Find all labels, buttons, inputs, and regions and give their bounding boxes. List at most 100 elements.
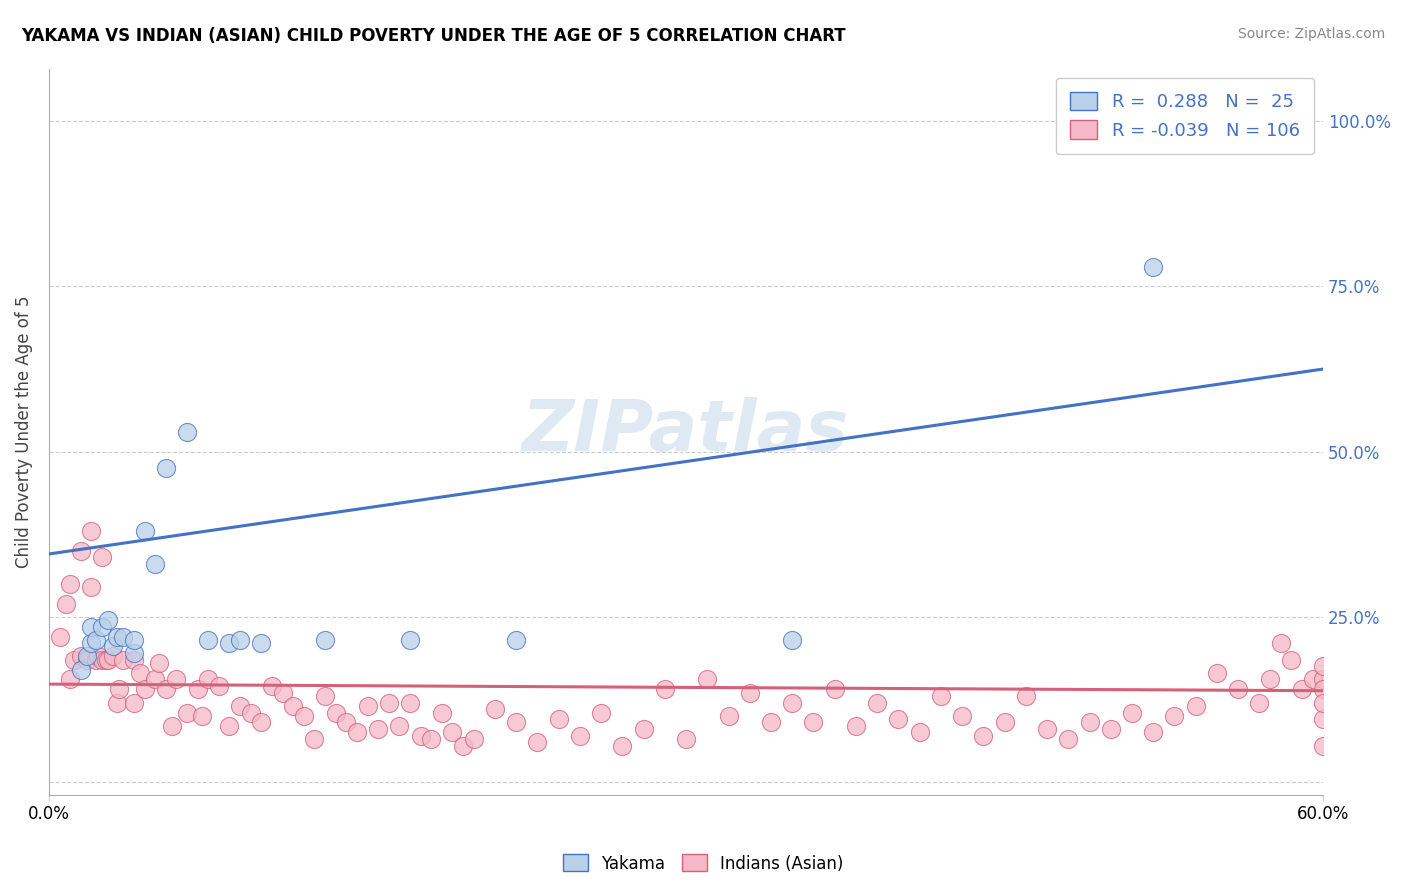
Point (218, 636, 240, 650)
Point (108, 682, 131, 697)
Point (155, 682, 177, 697)
Text: YAKAMA VS INDIAN (ASIAN) CHILD POVERTY UNDER THE AGE OF 5 CORRELATION CHART: YAKAMA VS INDIAN (ASIAN) CHILD POVERTY U… (21, 27, 846, 45)
Point (388, 719, 411, 733)
Point (134, 524, 156, 538)
Point (292, 708, 315, 723)
Point (845, 719, 868, 733)
Point (1078, 715, 1101, 730)
Point (505, 632, 527, 647)
Point (399, 632, 422, 647)
Y-axis label: Child Poverty Under the Age of 5: Child Poverty Under the Age of 5 (15, 295, 32, 568)
Point (84, 653, 107, 667)
Point (1163, 708, 1185, 723)
Point (314, 632, 336, 647)
Point (148, 656, 170, 670)
Point (143, 673, 166, 687)
Point (547, 712, 569, 726)
Point (122, 646, 145, 660)
Point (335, 715, 357, 730)
Point (1184, 698, 1206, 713)
Point (356, 698, 378, 713)
Point (165, 673, 187, 687)
Point (129, 665, 152, 680)
Point (176, 706, 198, 720)
Point (738, 686, 761, 700)
Point (994, 715, 1017, 730)
Point (377, 696, 399, 710)
Point (80, 524, 103, 538)
Point (112, 653, 135, 667)
Text: ZIPatlas: ZIPatlas (523, 397, 849, 467)
Point (1312, 659, 1334, 673)
Point (1206, 665, 1229, 680)
Point (633, 722, 655, 736)
Point (101, 649, 124, 664)
Point (409, 729, 432, 743)
Point (69, 543, 91, 558)
Point (430, 706, 453, 720)
Point (824, 682, 846, 697)
Point (229, 632, 252, 647)
Point (367, 722, 389, 736)
Point (654, 682, 676, 697)
Point (484, 702, 506, 716)
Point (399, 696, 422, 710)
Point (780, 696, 803, 710)
Point (1036, 722, 1059, 736)
Point (283, 698, 305, 713)
Point (1249, 696, 1271, 710)
Point (759, 715, 782, 730)
Point (91, 550, 114, 565)
Point (187, 682, 209, 697)
Point (591, 706, 613, 720)
Point (1291, 682, 1313, 697)
Text: Source: ZipAtlas.com: Source: ZipAtlas.com (1237, 27, 1385, 41)
Point (304, 731, 326, 746)
Point (1258, 673, 1281, 687)
Point (87, 649, 110, 664)
Point (260, 679, 283, 693)
Point (441, 725, 464, 739)
Point (1312, 682, 1334, 697)
Point (568, 729, 591, 743)
Point (59, 576, 82, 591)
Point (972, 729, 994, 743)
Point (143, 557, 166, 571)
Point (155, 461, 177, 475)
Point (675, 731, 697, 746)
Point (69, 663, 91, 677)
Point (197, 632, 219, 647)
Point (1142, 260, 1164, 274)
Point (48, 630, 70, 644)
Point (1099, 722, 1122, 736)
Point (505, 715, 527, 730)
Point (1142, 725, 1164, 739)
Point (1312, 673, 1334, 687)
Point (218, 719, 240, 733)
Point (325, 706, 347, 720)
Point (105, 696, 128, 710)
Point (176, 425, 198, 439)
Point (346, 725, 368, 739)
Point (80, 580, 103, 594)
Point (803, 715, 825, 730)
Point (250, 636, 273, 650)
Point (191, 708, 214, 723)
Point (1302, 673, 1324, 687)
Point (866, 696, 889, 710)
Point (451, 739, 474, 753)
Point (1015, 689, 1038, 703)
Point (112, 630, 135, 644)
Point (1121, 706, 1143, 720)
Point (96, 653, 118, 667)
Point (69, 649, 91, 664)
Point (463, 731, 485, 746)
Point (76, 653, 98, 667)
Point (420, 731, 443, 746)
Point (780, 632, 803, 647)
Point (122, 653, 145, 667)
Point (208, 679, 231, 693)
Point (80, 636, 103, 650)
Point (612, 739, 634, 753)
Point (59, 673, 82, 687)
